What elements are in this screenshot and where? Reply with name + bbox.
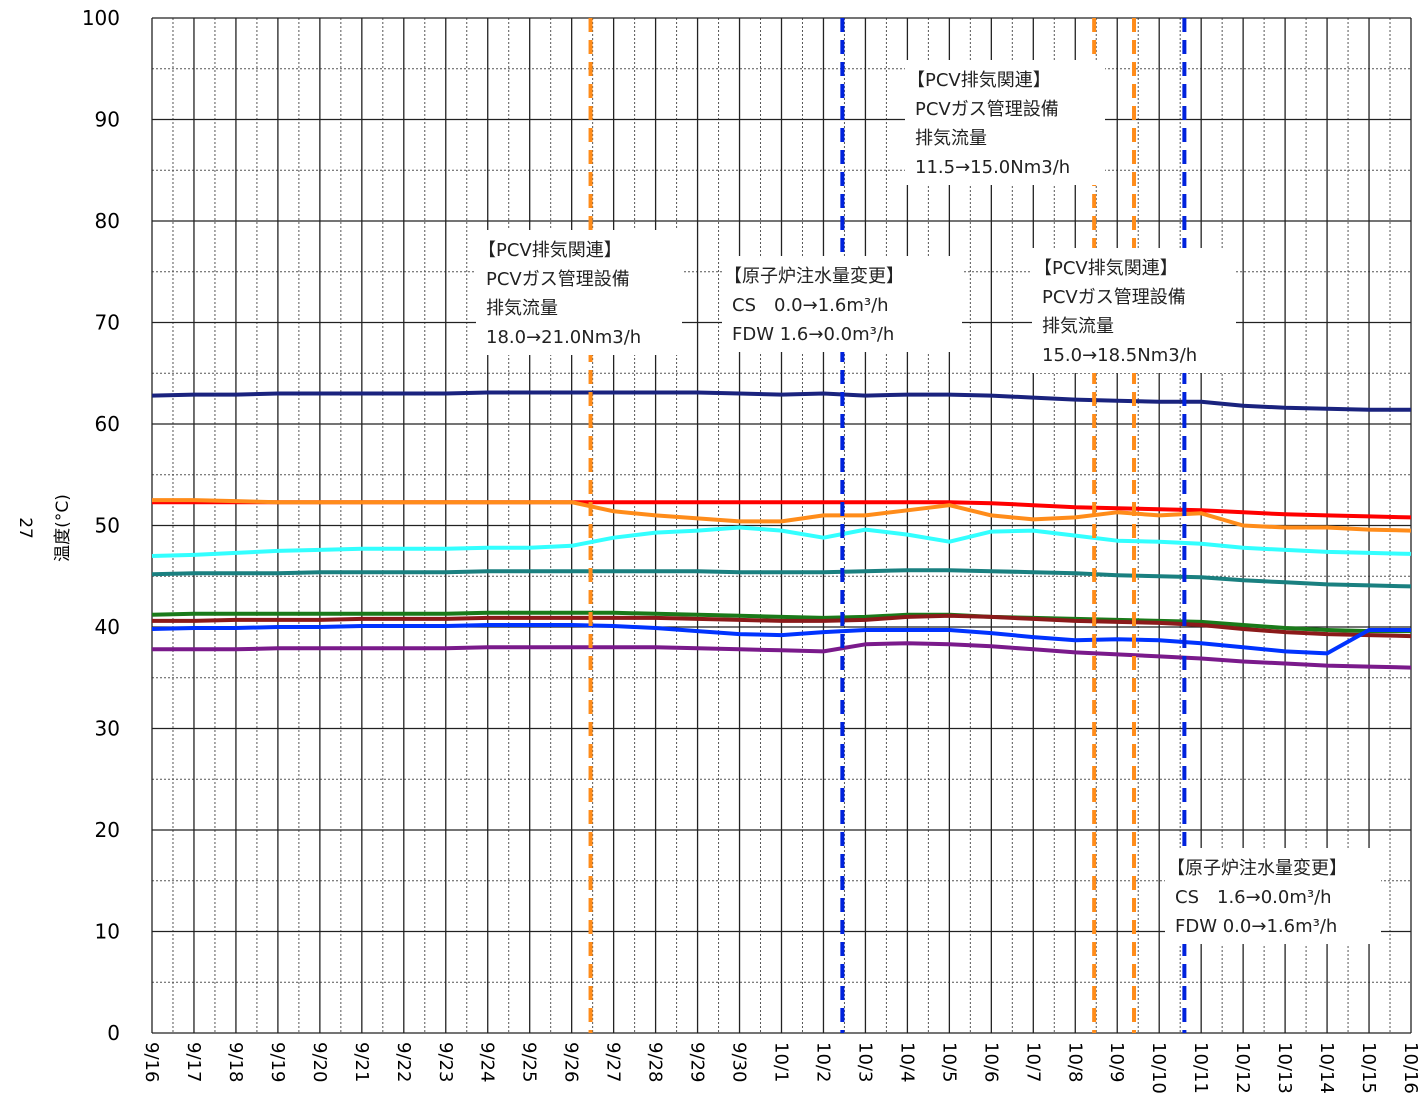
x-tick-label: 9/28 <box>645 1042 666 1082</box>
x-tick-label: 9/22 <box>393 1042 414 1082</box>
annotation-line: PCVガス管理設備 <box>915 99 1059 120</box>
x-tick-label: 10/1 <box>771 1042 792 1082</box>
series-line-5 <box>151 568 1412 589</box>
annotation-line: 【原子炉注水量変更】 <box>724 266 904 287</box>
annotation-line: 18.0→21.0Nm3/h <box>486 327 641 348</box>
x-axis-ticks: 9/16 9/17 9/18 9/19 9/20 9/21 9/22 9/23 9/24 9/25… <box>141 1042 1421 1094</box>
x-tick-label: 10/2 <box>812 1042 833 1082</box>
annotation-line: FDW 0.0→1.6m³/h <box>1175 916 1337 937</box>
x-tick-label: 10/15 <box>1358 1042 1379 1094</box>
page-number: 27 <box>15 517 35 539</box>
annotation-line: 排気流量 <box>915 128 987 149</box>
y-tick-label: 30 <box>95 717 120 741</box>
annotation-box <box>1165 848 1381 944</box>
x-tick-label: 9/21 <box>351 1042 372 1082</box>
series-line-3 <box>152 498 1412 533</box>
annotation-line: 15.0→18.5Nm3/h <box>1042 345 1197 366</box>
series-line-9 <box>152 641 1412 670</box>
annotations: 【PCV排気関連】PCVガス管理設備排気流量11.5→15.0Nm3/h【PCV… <box>476 60 1381 944</box>
x-tick-label: 10/16 <box>1400 1042 1421 1094</box>
y-axis-ticks: 0 10 20 30 40 50 60 70 80 90 100 <box>82 6 120 1045</box>
y-tick-label: 100 <box>82 6 120 30</box>
annotation-line: 【PCV排気関連】 <box>907 70 1051 91</box>
annotation-5: 【原子炉注水量変更】 CS 1.6→0.0m³/h FDW 0.0→1.6m³/h <box>1165 848 1381 944</box>
annotation-line: PCVガス管理設備 <box>1042 287 1186 308</box>
x-tick-label: 9/29 <box>687 1042 708 1082</box>
annotation-line: 【原子炉注水量変更】 <box>1167 858 1347 879</box>
series-line-6 <box>151 610 1411 634</box>
y-tick-label: 50 <box>95 514 120 538</box>
x-tick-label: 10/3 <box>854 1042 875 1082</box>
x-tick-label: 10/14 <box>1316 1042 1337 1094</box>
series-line-8 <box>151 623 1411 656</box>
y-tick-label: 70 <box>95 311 120 335</box>
annotation-line: 排気流量 <box>1042 316 1114 337</box>
x-tick-label: 10/8 <box>1064 1042 1085 1082</box>
x-tick-label: 9/27 <box>603 1042 624 1082</box>
y-axis-label: 温度(°C) <box>53 494 73 562</box>
series-line-4 <box>151 525 1412 558</box>
x-tick-label: 9/24 <box>477 1042 498 1082</box>
series-line-7 <box>152 613 1412 639</box>
annotation-line: CS 1.6→0.0m³/h <box>1175 887 1332 908</box>
annotation-3: 【原子炉注水量変更】 CS 0.0→1.6m³/h FDW 1.6→0.0m³/h <box>722 256 962 352</box>
x-tick-label: 10/4 <box>896 1042 917 1082</box>
series-lines <box>151 390 1412 670</box>
y-tick-label: 60 <box>95 412 120 436</box>
x-tick-label: 9/16 <box>141 1042 162 1082</box>
y-tick-label: 0 <box>107 1021 120 1045</box>
annotation-line: 排気流量 <box>486 298 558 319</box>
x-tick-label: 9/25 <box>519 1042 540 1082</box>
annotation-line: 【PCV排気関連】 <box>1034 258 1178 279</box>
x-tick-label: 10/7 <box>1022 1042 1043 1082</box>
x-tick-label: 10/6 <box>980 1042 1001 1082</box>
y-tick-label: 10 <box>95 920 120 944</box>
x-tick-label: 10/10 <box>1148 1042 1169 1094</box>
annotation-line: CS 0.0→1.6m³/h <box>732 295 889 316</box>
y-tick-label: 90 <box>95 108 120 132</box>
y-tick-label: 80 <box>95 209 120 233</box>
annotation-line: PCVガス管理設備 <box>486 269 630 290</box>
x-tick-label: 9/18 <box>225 1042 246 1082</box>
x-tick-label: 10/12 <box>1232 1042 1253 1094</box>
annotation-line: FDW 1.6→0.0m³/h <box>732 324 894 345</box>
x-tick-label: 10/5 <box>938 1042 959 1082</box>
x-tick-label: 9/17 <box>183 1042 204 1082</box>
x-tick-label: 9/26 <box>561 1042 582 1082</box>
annotation-box <box>905 60 1105 185</box>
x-tick-label: 9/19 <box>267 1042 288 1082</box>
x-tick-label: 9/30 <box>729 1042 750 1082</box>
x-tick-label: 10/11 <box>1190 1042 1211 1094</box>
y-axis-label-group: 27 温度(°C) <box>15 494 73 562</box>
annotation-line: 【PCV排気関連】 <box>478 240 622 261</box>
series-line-1 <box>151 390 1411 412</box>
y-tick-label: 20 <box>95 818 120 842</box>
annotation-box <box>722 256 962 352</box>
annotation-line: 11.5→15.0Nm3/h <box>915 157 1070 178</box>
annotation-box <box>476 230 682 355</box>
x-tick-label: 10/13 <box>1274 1042 1295 1094</box>
x-tick-label: 9/23 <box>435 1042 456 1082</box>
x-tick-label: 9/20 <box>309 1042 330 1082</box>
x-tick-label: 10/9 <box>1106 1042 1127 1082</box>
y-tick-label: 40 <box>95 615 120 639</box>
annotation-box <box>1032 248 1236 373</box>
